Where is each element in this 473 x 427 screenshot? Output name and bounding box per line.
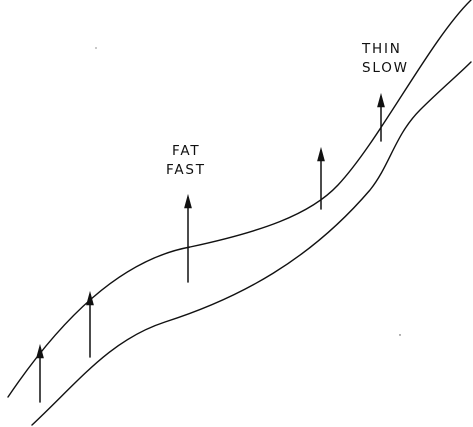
arrow-head-icon <box>36 343 44 359</box>
arrow-2 <box>86 290 94 358</box>
arrow-head-icon <box>377 92 385 108</box>
thin-label: THIN <box>361 41 402 57</box>
fat-label: FAT <box>172 143 200 159</box>
lower-boundary-curve <box>31 61 472 426</box>
slow-label: SLOW <box>362 60 409 76</box>
arrow-head-icon <box>86 290 94 306</box>
arrow-head-icon <box>184 193 192 209</box>
upper-boundary-curve <box>7 0 472 398</box>
arrow-3 <box>184 193 192 283</box>
arrow-1 <box>36 343 44 403</box>
fast-label: FAST <box>166 162 206 178</box>
scan-speck <box>399 334 401 336</box>
scan-speck <box>95 47 97 49</box>
arrow-5 <box>377 92 385 142</box>
arrow-4 <box>317 146 325 210</box>
arrow-head-icon <box>317 146 325 162</box>
